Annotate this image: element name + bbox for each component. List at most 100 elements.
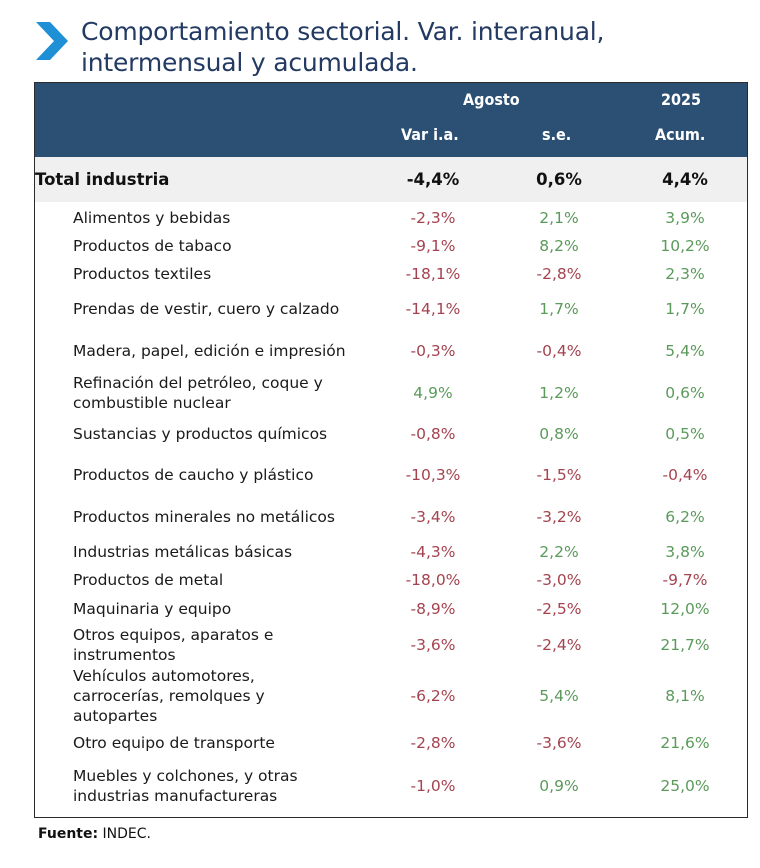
sector-label: Vehículos automotores, carrocerías, remol… <box>73 666 265 726</box>
source-label: Fuente: <box>38 826 99 842</box>
header-col-acum: Acum. <box>655 125 706 144</box>
table-row: Prendas de vestir, cuero y calzado -14,1%… <box>35 288 747 330</box>
sector-label: Refinación del petróleo, coque y combusti… <box>73 373 323 413</box>
value-se: -2,4% <box>536 636 582 654</box>
source-note: Fuente: INDEC. <box>38 826 151 842</box>
value-se: -1,5% <box>536 466 582 484</box>
sector-label: Madera, papel, edición e impresión <box>73 341 346 361</box>
value-acum: 1,7% <box>665 300 705 318</box>
value-acum: 3,9% <box>665 209 705 227</box>
value-acum: 21,6% <box>660 734 710 752</box>
value-se: 8,2% <box>539 237 579 255</box>
value-se: -2,5% <box>536 600 582 618</box>
value-acum: -9,7% <box>662 571 708 589</box>
value-se: -0,4% <box>536 342 582 360</box>
table-row: Industrias metálicas básicas -4,3% 2,2% 3,8… <box>35 537 747 566</box>
value-se: 1,7% <box>539 300 579 318</box>
source-value: INDEC. <box>102 826 151 842</box>
sector-label-line: Muebles y colchones, y otras <box>73 767 298 785</box>
header-col-var-ia: Var i.a. <box>401 125 459 144</box>
total-row: Total industria -4,4% 0,6% 4,4% <box>35 157 747 202</box>
header-col-se: s.e. <box>542 125 572 144</box>
total-se: 0,6% <box>536 170 582 189</box>
sector-label-line: Prendas de vestir, cuero y calzado <box>73 300 340 318</box>
sector-label: Otros equipos, aparatos e instrumentos <box>73 625 273 665</box>
sector-label-line: Industrias metálicas básicas <box>73 543 293 561</box>
sector-label-line: Maquinaria y equipo <box>73 600 232 618</box>
sector-label-line: Otro equipo de transporte <box>73 734 275 752</box>
sector-label: Sustancias y productos químicos <box>73 424 327 444</box>
page-title: Comportamiento sectorial. Var. interanua… <box>81 16 605 78</box>
value-se: 1,2% <box>539 384 579 402</box>
title-line-2: intermensual y acumulada. <box>81 48 418 77</box>
value-se: 0,9% <box>539 777 579 795</box>
table-row: Productos de caucho y plástico -10,3% -1,5… <box>35 454 747 496</box>
sector-label-line: Alimentos y bebidas <box>73 209 231 227</box>
sector-label-line: industrias manufactureras <box>73 787 278 805</box>
sector-label: Muebles y colchones, y otras industrias m… <box>73 766 298 806</box>
sector-label-line: Otros equipos, aparatos e <box>73 626 274 644</box>
sector-label-line: Sustancias y productos químicos <box>73 425 328 443</box>
sector-label: Maquinaria y equipo <box>73 599 231 619</box>
sector-label-line: combustible nuclear <box>73 394 231 412</box>
value-se: 0,8% <box>539 425 579 443</box>
sector-label: Productos de caucho y plástico <box>73 465 313 485</box>
sector-label-line: autopartes <box>73 707 158 725</box>
value-acum: 5,4% <box>665 342 705 360</box>
sector-label-line: Productos minerales no metálicos <box>73 508 335 526</box>
value-var-ia: -0,8% <box>410 425 456 443</box>
header-group-month: Agosto <box>463 90 520 109</box>
table-row: Vehículos automotores, carrocerías, remol… <box>35 666 747 726</box>
value-acum: 6,2% <box>665 508 705 526</box>
sector-label-line: instrumentos <box>73 646 176 664</box>
sector-label-line: carrocerías, remolques y <box>73 687 265 705</box>
table-row: Otros equipos, aparatos e instrumentos -3,… <box>35 623 747 667</box>
value-se: -2,8% <box>536 265 582 283</box>
value-var-ia: -3,4% <box>410 508 456 526</box>
table-row: Productos de tabaco -9,1% 8,2% 10,2% <box>35 232 747 260</box>
table-row: Muebles y colchones, y otras industrias m… <box>35 761 747 811</box>
value-se: -3,0% <box>536 571 582 589</box>
value-acum: 2,3% <box>665 265 705 283</box>
sector-label: Productos de metal <box>73 570 223 590</box>
value-acum: 21,7% <box>660 636 710 654</box>
sector-label: Prendas de vestir, cuero y calzado <box>73 299 339 319</box>
sector-table: Agosto 2025 Var i.a. s.e. Acum. Total in… <box>34 82 748 818</box>
value-acum: 0,5% <box>665 425 705 443</box>
table-row: Sustancias y productos químicos -0,8% 0,8%… <box>35 413 747 454</box>
value-var-ia: -4,3% <box>410 543 456 561</box>
value-acum: 12,0% <box>660 600 710 618</box>
value-var-ia: -3,6% <box>410 636 456 654</box>
sector-label-line: Refinación del petróleo, coque y <box>73 374 323 392</box>
value-se: 2,2% <box>539 543 579 561</box>
header-group-year: 2025 <box>661 90 702 109</box>
table-row: Productos textiles -18,1% -2,8% 2,3% <box>35 260 747 288</box>
value-var-ia: -18,0% <box>405 571 461 589</box>
value-se: 5,4% <box>539 687 579 705</box>
value-var-ia: -2,3% <box>410 209 456 227</box>
total-var-ia: -4,4% <box>406 170 460 189</box>
sector-label-line: Madera, papel, edición e impresión <box>73 342 346 360</box>
table-header: Agosto 2025 Var i.a. s.e. Acum. <box>35 83 747 157</box>
value-acum: 3,8% <box>665 543 705 561</box>
value-var-ia: -10,3% <box>405 466 461 484</box>
value-var-ia: -6,2% <box>410 687 456 705</box>
table-row: Maquinaria y equipo -8,9% -2,5% 12,0% <box>35 594 747 623</box>
chevron-right-icon <box>36 22 68 60</box>
sector-label-line: Vehículos automotores, <box>73 667 255 685</box>
sector-label: Otro equipo de transporte <box>73 733 275 753</box>
sector-label-line: Productos de metal <box>73 571 224 589</box>
value-acum: 8,1% <box>665 687 705 705</box>
value-acum: 25,0% <box>660 777 710 795</box>
value-acum: -0,4% <box>662 466 708 484</box>
table-row: Productos minerales no metálicos -3,4% -3,… <box>35 496 747 537</box>
value-var-ia: -0,3% <box>410 342 456 360</box>
sector-label-line: Productos de tabaco <box>73 237 232 255</box>
value-var-ia: -8,9% <box>410 600 456 618</box>
value-var-ia: 4,9% <box>413 384 453 402</box>
sector-label: Productos textiles <box>73 264 211 284</box>
sector-label: Industrias metálicas básicas <box>73 542 292 562</box>
sector-label-line: Productos de caucho y plástico <box>73 466 314 484</box>
value-var-ia: -1,0% <box>410 777 456 795</box>
sector-label: Productos minerales no metálicos <box>73 507 335 527</box>
